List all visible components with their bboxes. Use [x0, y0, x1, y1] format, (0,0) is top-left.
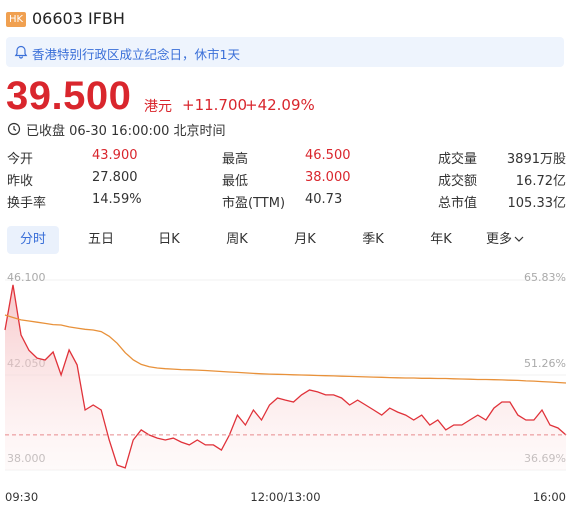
period-tab[interactable]: 月K	[294, 232, 316, 247]
stat-label: 最低	[222, 174, 249, 189]
notice-text: 香港特别行政区成立纪念日，休市1天	[32, 47, 240, 62]
last-price: 39.500	[6, 74, 132, 118]
stat-value: 105.33亿	[507, 196, 567, 211]
stat-value: 40.73	[305, 192, 343, 207]
period-tab[interactable]: 分时	[7, 226, 59, 254]
stat-value: 27.800	[92, 170, 138, 185]
period-tab[interactable]: 季K	[362, 232, 384, 247]
market-status: 已收盘 06-30 16:00:00 北京时间	[26, 124, 226, 139]
stat-label: 总市值	[438, 196, 478, 211]
stock-code: 06603 IFBH	[32, 9, 125, 28]
price-change-pct: +42.09%	[245, 96, 315, 114]
x-tick-label: 12:00/13:00	[250, 490, 320, 504]
period-tab[interactable]: 年K	[430, 232, 452, 247]
stat-value: 16.72亿	[515, 174, 566, 189]
stat-label: 成交量	[438, 152, 478, 167]
stat-label: 成交额	[438, 174, 478, 189]
period-tab[interactable]: 更多	[479, 226, 531, 254]
stat-value: 38.000	[305, 170, 351, 185]
clock-icon	[7, 122, 21, 136]
stat-value: 46.500	[305, 148, 351, 163]
stat-label: 今开	[7, 152, 34, 167]
stat-label: 最高	[222, 152, 249, 167]
average-line	[4, 314, 567, 384]
chart: 38.00042.05046.10036.69%51.26%65.83%09:3…	[4, 271, 567, 504]
stat-value: 43.900	[92, 148, 138, 163]
notice-bar: 香港特别行政区成立纪念日，休市1天	[6, 37, 564, 67]
stat-value: 3891万股	[506, 152, 566, 167]
stat-label: 换手率	[7, 196, 47, 211]
bell-icon	[14, 45, 28, 59]
market-badge: HK	[6, 12, 27, 27]
y2-tick-label: 65.83%	[524, 271, 566, 284]
stat-label: 昨收	[7, 174, 34, 189]
period-tab[interactable]: 五日	[87, 232, 114, 247]
period-tab[interactable]: 日K	[158, 232, 180, 247]
y2-tick-label: 51.26%	[524, 357, 566, 370]
x-tick-label: 09:30	[5, 490, 38, 504]
x-tick-label: 16:00	[533, 490, 566, 504]
y-tick-label: 46.100	[7, 271, 46, 284]
currency: 港元	[144, 99, 172, 115]
stat-label: 市盈(TTM)	[222, 196, 286, 211]
stat-value: 14.59%	[92, 192, 142, 207]
price-change: +11.700	[182, 96, 248, 114]
caret-icon	[514, 236, 524, 242]
price-area	[5, 284, 566, 470]
price-line	[4, 284, 567, 469]
period-tab[interactable]: 周K	[226, 232, 248, 247]
